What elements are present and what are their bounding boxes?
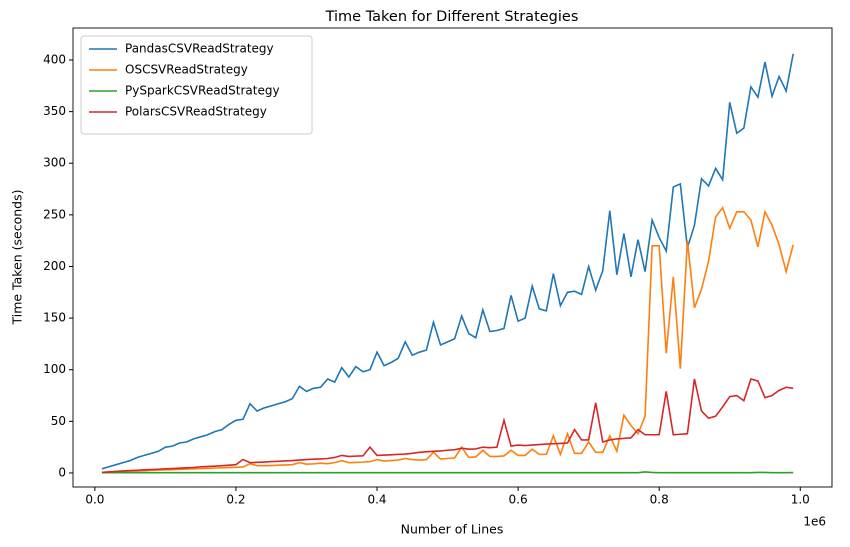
chart-title: Time Taken for Different Strategies — [325, 9, 579, 25]
x-tick-label: 0.8 — [650, 493, 669, 507]
x-axis-label: Number of Lines — [401, 522, 504, 537]
y-tick-label: 300 — [43, 156, 66, 170]
series-line — [101, 53, 794, 470]
series-line — [101, 378, 794, 474]
y-axis-label: Time Taken (seconds) — [10, 189, 25, 325]
x-tick-label: 0.6 — [509, 493, 528, 507]
y-tick-label: 350 — [43, 104, 66, 118]
x-tick-label: 1.0 — [791, 493, 810, 507]
legend-label: PandasCSVReadStrategy — [125, 42, 274, 56]
x-tick-label: 0.0 — [85, 493, 104, 507]
plot-frame — [72, 27, 833, 488]
y-tick-label: 250 — [43, 207, 66, 221]
x-offset-label: 1e6 — [803, 515, 826, 529]
x-tick-label: 0.2 — [226, 493, 245, 507]
legend-label: PySparkCSVReadStrategy — [125, 84, 280, 98]
legend-label: PolarsCSVReadStrategy — [125, 105, 267, 119]
series-line — [101, 471, 794, 474]
y-tick-label: 50 — [51, 414, 66, 428]
x-tick-label: 0.4 — [367, 493, 386, 507]
legend-label: OSCSVReadStrategy — [125, 63, 248, 77]
y-tick-label: 0 — [58, 465, 66, 479]
y-tick-label: 100 — [43, 362, 66, 376]
y-tick-label: 200 — [43, 259, 66, 273]
y-tick-label: 150 — [43, 311, 66, 325]
series-line — [101, 205, 794, 474]
legend-box — [80, 35, 313, 135]
y-tick-label: 400 — [43, 53, 66, 67]
